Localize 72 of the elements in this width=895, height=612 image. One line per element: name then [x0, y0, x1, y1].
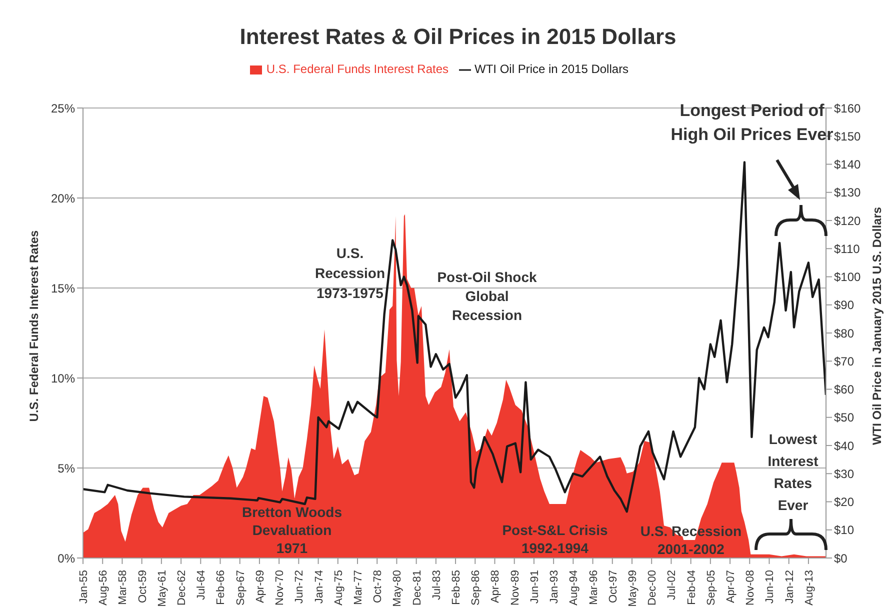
- x-tick-label: Oct-59: [136, 570, 149, 604]
- x-tick-label: Nov-89: [509, 570, 522, 606]
- x-tick-label: May-80: [392, 570, 404, 607]
- x-tick-label: Jul-02: [666, 570, 678, 600]
- y2-axis-title: WTI Oil Price in January 2015 U.S. Dollars: [870, 206, 884, 446]
- y2-tick-label: $0: [834, 551, 848, 566]
- y2-tick-label: $150: [834, 129, 862, 144]
- x-tick-label: Jul-83: [430, 570, 443, 600]
- x-tick-label: Dec-62: [176, 570, 188, 606]
- x-tick-label: Jul-64: [196, 570, 208, 600]
- y-tick-label: 25%: [50, 101, 76, 116]
- x-tick-label: Apr-88: [490, 570, 502, 604]
- y2-tick-label: $90: [834, 298, 854, 312]
- x-tick-label: Sep-67: [234, 570, 247, 606]
- y-tick-label: 10%: [50, 371, 76, 386]
- x-tick-label: Sep-86: [470, 570, 482, 606]
- x-tick-label: Aug-56: [98, 570, 110, 606]
- x-tick-label: Apr-69: [254, 570, 266, 604]
- y2-tick-label: $110: [834, 242, 860, 256]
- x-tick-label: Jan-12: [784, 570, 796, 604]
- x-tick-label: Aug-13: [803, 570, 816, 606]
- x-tick-label: Aug-75: [332, 570, 345, 606]
- annotation: U.S. Recession 1973-1975: [314, 245, 386, 301]
- x-tick-label: Sep-05: [705, 570, 718, 606]
- annotation: Post-Oil Shock Global Recession: [437, 269, 537, 323]
- x-tick-label: Aug-94: [568, 570, 580, 606]
- x-tick-label: Jan-93: [548, 570, 561, 604]
- y2-tick-label: $20: [834, 495, 854, 510]
- y2-tick-label: $50: [834, 410, 854, 425]
- x-tick-label: Jun-91: [528, 570, 541, 604]
- y2-tick-label: $40: [834, 438, 854, 453]
- y-tick-label: 15%: [50, 281, 76, 296]
- annotation: Lowest Interest Rates Ever: [768, 431, 819, 513]
- x-tick-label: Nov-70: [274, 570, 286, 606]
- chart-title: Interest Rates & Oil Prices in 2015 Dollars: [240, 24, 676, 49]
- y2-tick-label: $30: [834, 466, 854, 481]
- x-tick-label: Dec-81: [411, 570, 424, 606]
- y2-tick-label: $120: [834, 214, 862, 228]
- x-tick-label: Oct-78: [372, 570, 384, 604]
- y-axis-title: U.S. Federal Funds Interest Rates: [27, 230, 41, 422]
- x-tick-label: Mar-58: [117, 570, 130, 605]
- x-tick-label: May-99: [626, 570, 639, 607]
- legend-label: U.S. Federal Funds Interest Rates: [266, 62, 449, 76]
- x-tick-label: Feb-66: [215, 570, 228, 605]
- x-tick-label: May-61: [156, 570, 168, 607]
- x-tick-label: Nov-08: [744, 570, 757, 606]
- y2-tick-label: $140: [834, 158, 862, 172]
- x-tick-label: Feb-04: [686, 570, 698, 605]
- annotation: Bretton Woods Devaluation 1971: [242, 504, 342, 556]
- annotation: Longest Period of High Oil Prices Ever: [670, 101, 834, 144]
- y2-tick-label: $160: [834, 101, 862, 116]
- x-tick-label: Mar-77: [352, 570, 364, 605]
- x-tick-label: Jun-72: [294, 570, 306, 604]
- x-tick-label: Jun-10: [764, 570, 776, 604]
- y-tick-label: 5%: [58, 461, 76, 476]
- y2-tick-label: $130: [834, 186, 862, 200]
- x-tick-label: Mar-96: [588, 570, 600, 605]
- annotation: Post-S&L Crisis 1992-1994: [502, 522, 608, 556]
- y-tick-label: 20%: [50, 191, 76, 206]
- x-tick-label: Feb-85: [450, 570, 463, 605]
- x-tick-label: Dec-00: [646, 570, 659, 606]
- legend-label: WTI Oil Price in 2015 Dollars: [474, 62, 629, 76]
- y2-tick-label: $80: [834, 326, 854, 340]
- y2-tick-label: $10: [834, 523, 854, 538]
- y-tick-label: 0%: [58, 551, 76, 566]
- y2-tick-label: $70: [834, 354, 854, 368]
- x-tick-label: Apr-07: [725, 570, 738, 604]
- x-tick-label: Jan-74: [313, 570, 326, 604]
- y2-tick-label: $60: [834, 382, 854, 397]
- y2-tick-label: $100: [834, 270, 862, 284]
- x-tick-label: Jan-55: [78, 570, 90, 604]
- x-tick-label: Oct-97: [607, 570, 620, 604]
